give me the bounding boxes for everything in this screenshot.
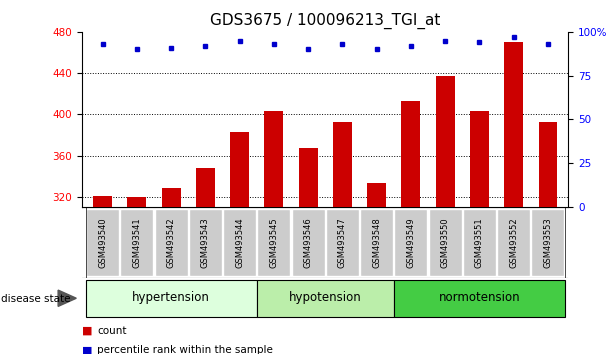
FancyBboxPatch shape (531, 209, 564, 276)
Text: GSM493551: GSM493551 (475, 217, 484, 268)
Bar (162, 188, 181, 207)
Text: count: count (97, 326, 127, 336)
Bar (470, 111, 489, 207)
FancyBboxPatch shape (86, 280, 257, 316)
Text: ■: ■ (82, 346, 92, 354)
Bar (196, 168, 215, 207)
Text: GSM493545: GSM493545 (269, 217, 278, 268)
Text: GSM493552: GSM493552 (509, 217, 518, 268)
Text: GSM493550: GSM493550 (441, 217, 450, 268)
Polygon shape (58, 290, 77, 306)
FancyBboxPatch shape (257, 280, 394, 316)
Bar (230, 132, 249, 207)
FancyBboxPatch shape (223, 209, 256, 276)
FancyBboxPatch shape (395, 209, 427, 276)
Text: percentile rank within the sample: percentile rank within the sample (97, 346, 273, 354)
Text: normotension: normotension (438, 291, 520, 304)
Text: GSM493543: GSM493543 (201, 217, 210, 268)
Bar (264, 111, 283, 207)
FancyBboxPatch shape (463, 209, 496, 276)
Bar (539, 121, 558, 207)
Text: hypotension: hypotension (289, 291, 362, 304)
FancyBboxPatch shape (189, 209, 222, 276)
FancyBboxPatch shape (154, 209, 188, 276)
Bar (128, 197, 147, 207)
Text: disease state: disease state (1, 294, 71, 304)
Text: hypertension: hypertension (132, 291, 210, 304)
FancyBboxPatch shape (429, 209, 461, 276)
Text: GSM493541: GSM493541 (133, 217, 142, 268)
Title: GDS3675 / 100096213_TGI_at: GDS3675 / 100096213_TGI_at (210, 13, 440, 29)
Text: GSM493548: GSM493548 (372, 217, 381, 268)
Text: ■: ■ (82, 326, 92, 336)
Bar (401, 101, 420, 207)
Text: GSM493546: GSM493546 (303, 217, 313, 268)
FancyBboxPatch shape (86, 209, 119, 276)
FancyBboxPatch shape (257, 209, 291, 276)
Bar (436, 76, 455, 207)
Text: GSM493549: GSM493549 (406, 217, 415, 268)
FancyBboxPatch shape (360, 209, 393, 276)
Bar (299, 148, 317, 207)
FancyBboxPatch shape (326, 209, 359, 276)
FancyBboxPatch shape (120, 209, 153, 276)
Bar (504, 42, 523, 207)
Bar (367, 183, 386, 207)
Text: GSM493544: GSM493544 (235, 217, 244, 268)
Bar (333, 121, 352, 207)
Text: GSM493540: GSM493540 (98, 217, 107, 268)
Text: GSM493542: GSM493542 (167, 217, 176, 268)
FancyBboxPatch shape (292, 209, 325, 276)
Text: GSM493547: GSM493547 (338, 217, 347, 268)
FancyBboxPatch shape (497, 209, 530, 276)
Text: GSM493553: GSM493553 (544, 217, 553, 268)
FancyBboxPatch shape (394, 280, 565, 316)
Bar (93, 196, 112, 207)
